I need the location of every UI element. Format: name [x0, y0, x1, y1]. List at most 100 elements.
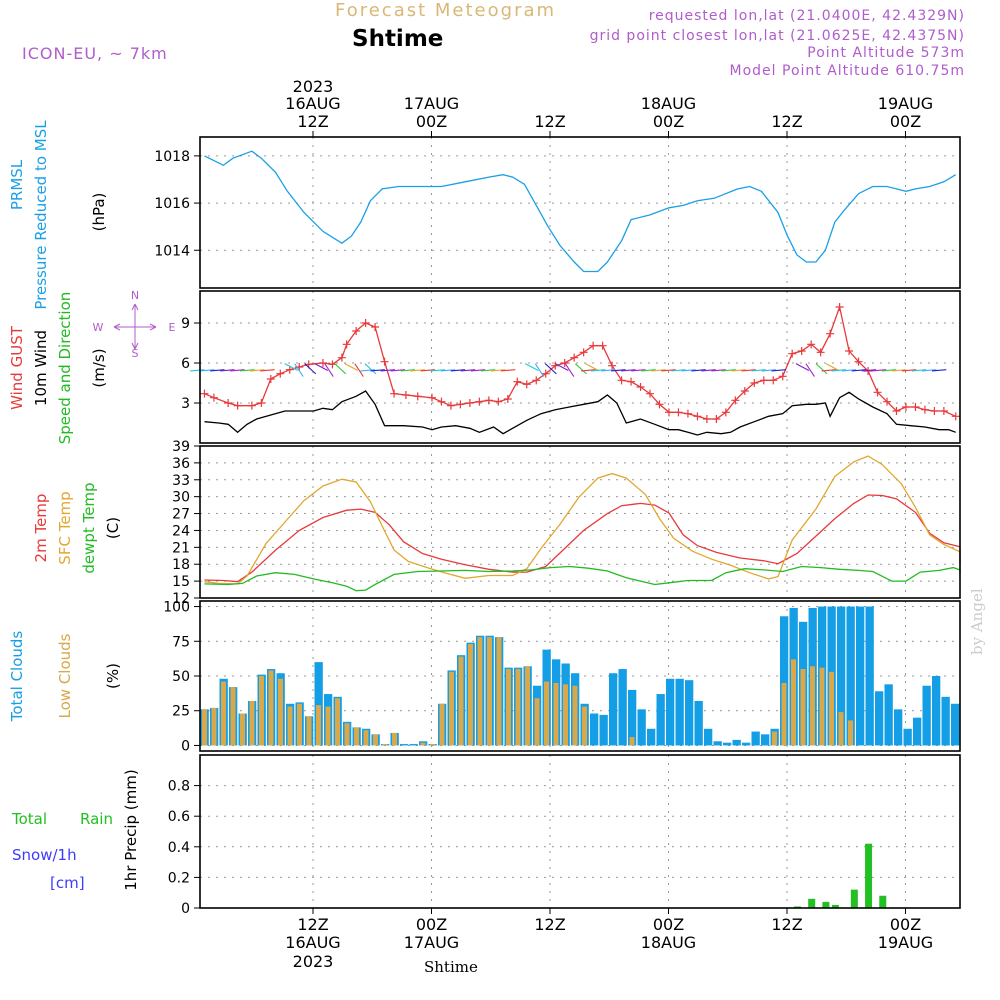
gust-marker	[401, 391, 410, 399]
wind-arrow	[380, 369, 395, 372]
location-title: Shtime	[352, 26, 444, 52]
low-cloud-bar	[506, 669, 511, 746]
wind-arrow	[581, 369, 596, 372]
wind-arrow	[871, 369, 887, 372]
series-line-2m-temp	[204, 494, 961, 583]
wind-arrow	[314, 363, 329, 371]
wind-arrow	[354, 363, 364, 377]
wind-arrow	[751, 369, 766, 372]
gust-marker	[788, 349, 797, 358]
gust-marker	[570, 353, 579, 362]
low-cloud-bar	[838, 712, 844, 746]
bottom-year-label: 2023	[293, 952, 334, 971]
low-cloud-bar	[800, 669, 806, 746]
ytick-label: 50	[172, 669, 190, 685]
gust-marker	[627, 377, 636, 386]
panel-frame	[199, 445, 961, 599]
wind-arrow	[370, 369, 385, 372]
gust-marker	[427, 393, 436, 402]
sfc-temp-label: SFC Temp	[56, 491, 74, 564]
total-cloud-bar	[637, 709, 646, 746]
precip-unit: 1hr Precip (mm)	[122, 769, 140, 890]
panel-pressure	[194, 136, 961, 289]
gust-marker	[200, 389, 209, 398]
gust-marker	[560, 359, 569, 367]
gust-marker	[901, 403, 910, 411]
gust-marker	[883, 397, 892, 406]
low-cloud-bar	[487, 637, 492, 746]
low-cloud-bar	[278, 678, 283, 746]
wind-arrow	[741, 369, 756, 372]
pressure-label-short: PRMSL	[8, 159, 26, 210]
top-hour-label: 00Z	[416, 112, 447, 131]
low-cloud-bar	[287, 706, 293, 746]
low-cloud-bar	[544, 681, 549, 746]
panel-temperature	[194, 445, 961, 599]
gust-marker	[712, 415, 721, 423]
gust-marker	[541, 369, 550, 378]
wind-arrow	[631, 369, 646, 372]
wind-arrow	[564, 363, 575, 377]
wind-arrow	[601, 369, 616, 372]
gust-marker	[826, 329, 835, 338]
total-cloud-bar	[704, 728, 713, 746]
wind-arrow	[534, 363, 545, 377]
low-cloud-bar	[297, 703, 302, 746]
ytick-label: 21	[172, 540, 190, 556]
gust-marker	[740, 387, 749, 395]
ytick-label: 30	[172, 490, 190, 506]
requested-coords: requested lon,lat (21.0400E, 42.4329N)	[648, 8, 965, 24]
wind-arrow	[360, 369, 375, 372]
gust-marker	[456, 400, 465, 409]
gust-marker	[816, 348, 825, 357]
gust-marker	[930, 407, 939, 415]
gust-marker	[769, 376, 778, 385]
ytick-label: 0.4	[168, 840, 190, 856]
rain-bar	[850, 889, 858, 908]
panel-clouds	[194, 600, 961, 752]
gust-marker	[835, 303, 844, 311]
wind-arrow	[851, 369, 867, 372]
wind-arrow	[490, 369, 506, 372]
wind-arrow	[821, 369, 837, 372]
bottom-hour-label: 00Z	[890, 915, 921, 934]
gust-marker	[352, 327, 361, 335]
model-label: ICON-EU, ~ 7km	[22, 44, 168, 63]
gust-marker	[285, 365, 294, 374]
wind-arrow	[200, 369, 215, 372]
wind-arrow	[525, 363, 539, 371]
top-date-label: 19AUG	[878, 94, 933, 113]
wind-arrow	[671, 369, 686, 372]
ytick-label: 6	[181, 356, 190, 372]
low-cloud-bar	[791, 659, 796, 746]
ytick-label: 36	[172, 456, 190, 472]
total-cloud-bar	[951, 703, 960, 746]
low-cloud-bar	[382, 744, 388, 746]
gust-marker	[337, 353, 346, 362]
wind-arrow	[591, 369, 606, 372]
ytick-label: 33	[172, 473, 190, 489]
bottom-date-label: 18AUG	[641, 933, 696, 952]
ytick-label: 0.6	[168, 809, 190, 825]
rain-bar	[879, 895, 887, 908]
ytick-label: 27	[172, 507, 190, 523]
total-cloud-bar	[590, 713, 599, 746]
total-cloud-bar	[932, 676, 941, 746]
ytick-label: 25	[172, 704, 190, 720]
wind-arrow	[334, 363, 347, 375]
snow-label: Snow/1h	[12, 846, 77, 864]
low-cloud-bar	[354, 727, 359, 746]
series-line-prmsl	[204, 150, 957, 273]
low-cloud-bar	[240, 713, 245, 746]
wind-arrow	[711, 369, 726, 372]
low-cloud-bar	[468, 644, 473, 746]
bottom-date-label: 16AUG	[285, 933, 340, 952]
total-cloud-bar	[409, 744, 418, 746]
total-cloud-bar	[846, 606, 855, 746]
total-cloud-bar	[675, 678, 684, 746]
wind-arrow	[344, 363, 359, 371]
wind-arrow	[190, 369, 205, 372]
low-cloud-bar	[515, 669, 521, 746]
total-cloud-bar	[941, 696, 950, 746]
ytick-label: 0.8	[168, 779, 190, 795]
